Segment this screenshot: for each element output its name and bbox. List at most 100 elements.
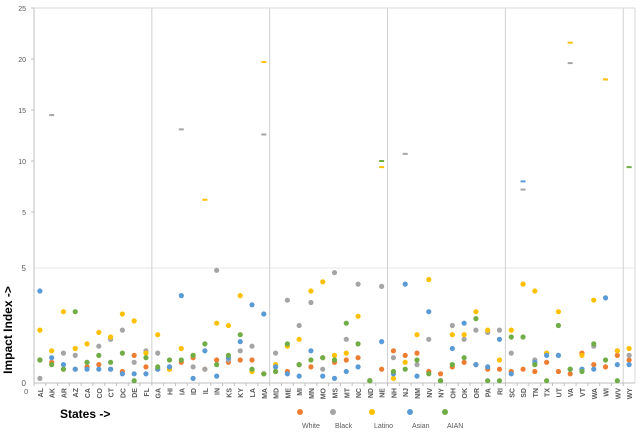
point-aian xyxy=(449,362,455,368)
point-latino xyxy=(461,332,467,338)
point-asian xyxy=(520,180,526,183)
point-black xyxy=(214,267,220,273)
point-asian xyxy=(485,364,491,370)
point-black xyxy=(72,352,78,358)
chart-grid xyxy=(34,8,635,383)
x-tick-label: CA xyxy=(85,388,92,398)
point-white xyxy=(626,357,632,363)
point-aian xyxy=(60,366,67,372)
point-aian xyxy=(485,378,491,384)
legend-label-white: White xyxy=(302,423,320,430)
point-asian xyxy=(84,366,90,372)
point-aian xyxy=(555,322,562,329)
point-latino xyxy=(626,345,632,352)
point-asian xyxy=(178,293,184,299)
x-tick-label: KS xyxy=(226,388,233,398)
point-asian xyxy=(626,362,632,368)
point-latino xyxy=(390,375,397,381)
point-black xyxy=(308,299,314,306)
x-origin-label: 0 xyxy=(24,389,28,396)
x-tick-label: AR xyxy=(61,388,68,398)
x-tick-label: OH xyxy=(450,388,457,399)
point-black xyxy=(379,283,385,289)
point-asian xyxy=(272,364,279,370)
point-asian xyxy=(237,339,243,345)
point-black xyxy=(261,133,267,136)
point-asian xyxy=(449,345,455,352)
point-aian xyxy=(155,364,161,370)
point-aian xyxy=(107,359,114,365)
point-asian xyxy=(355,364,361,370)
point-white xyxy=(544,359,550,365)
x-tick-label: LA xyxy=(250,388,257,397)
y-lower-tick-label: 5 xyxy=(22,264,27,273)
point-latino xyxy=(320,279,326,285)
point-latino xyxy=(296,336,302,342)
point-white xyxy=(237,357,243,363)
point-latino xyxy=(107,334,114,340)
x-tick-label: NC xyxy=(356,388,363,398)
point-latino xyxy=(37,327,43,333)
x-tick-label: MO xyxy=(321,387,328,399)
point-black xyxy=(626,352,632,358)
legend-marker-aian xyxy=(442,409,448,415)
point-black xyxy=(284,297,290,303)
point-asian xyxy=(37,288,43,294)
point-aian xyxy=(343,320,349,326)
point-latino xyxy=(143,350,149,356)
point-aian xyxy=(143,355,149,361)
x-tick-label: MD xyxy=(274,388,281,399)
point-black xyxy=(96,343,102,349)
x-tick-label: NY xyxy=(439,388,446,398)
point-black xyxy=(390,355,397,361)
legend-label-asian: Asian xyxy=(412,423,430,430)
point-asian xyxy=(591,366,597,372)
x-tick-label: SC xyxy=(509,388,516,398)
legend-item-latino: Latino xyxy=(369,409,393,430)
point-asian xyxy=(190,375,196,381)
y-upper-tick-label: 10 xyxy=(18,159,26,166)
point-aian xyxy=(131,378,137,384)
legend-marker-white xyxy=(297,409,303,415)
point-aian xyxy=(214,362,220,368)
point-latino xyxy=(520,281,526,287)
point-asian xyxy=(555,352,562,358)
chart-tick-labels: 5 10 15 20 25 0 5 0 AL AK AR AZ CA CO CT DC DE FL GA HI IA ID… xyxy=(18,6,634,399)
point-asian xyxy=(461,320,467,326)
point-white xyxy=(214,357,220,363)
point-latino xyxy=(449,332,455,338)
point-aian xyxy=(308,357,314,363)
point-aian xyxy=(296,362,302,368)
x-tick-label: CT xyxy=(109,387,116,397)
point-black xyxy=(449,322,455,329)
point-latino xyxy=(155,332,161,338)
x-tick-label: NE xyxy=(380,388,387,398)
point-aian xyxy=(166,357,173,363)
point-latino xyxy=(308,288,314,294)
point-white xyxy=(532,368,538,375)
x-tick-label: HI xyxy=(168,388,175,395)
point-aian xyxy=(237,332,243,338)
point-black xyxy=(37,375,43,381)
point-white xyxy=(390,348,397,354)
point-latino xyxy=(84,341,90,347)
point-black xyxy=(272,350,279,356)
point-white xyxy=(379,366,385,372)
legend-marker-latino xyxy=(369,409,375,415)
point-aian xyxy=(602,357,609,363)
point-black xyxy=(49,114,55,117)
y-upper-tick-label: 25 xyxy=(18,6,26,13)
point-black xyxy=(343,336,349,342)
point-black xyxy=(473,327,479,333)
x-tick-label: GA xyxy=(156,388,163,399)
point-white xyxy=(496,366,503,372)
point-black xyxy=(249,343,255,349)
point-aian xyxy=(190,352,196,358)
point-aian xyxy=(520,334,526,340)
point-latino xyxy=(532,288,538,294)
point-aian xyxy=(37,357,43,363)
point-black xyxy=(402,152,408,155)
x-tick-label: NJ xyxy=(403,388,410,397)
legend-marker-asian xyxy=(407,409,413,415)
point-aian xyxy=(202,341,208,347)
